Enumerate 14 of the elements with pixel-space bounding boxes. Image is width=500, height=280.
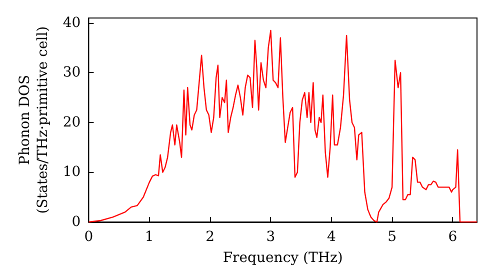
y-tick-label: 40 (62, 14, 81, 31)
x-tick-label: 0 (84, 229, 94, 245)
x-axis-title: Frequency (THz) (222, 250, 343, 266)
y-tick-label: 30 (62, 64, 81, 81)
y-tick-label: 10 (62, 164, 81, 180)
y-axis-title: Phonon DOS (States/THz·primitive cell) (17, 26, 51, 214)
x-tick-label: 6 (448, 229, 458, 245)
x-tick-label: 2 (206, 229, 215, 245)
y-tick-label: 0 (72, 214, 81, 230)
x-tick-label: 4 (326, 229, 336, 245)
x-tick-label: 3 (266, 229, 276, 245)
x-tick-label: 1 (144, 229, 154, 245)
x-tick-label: 5 (388, 229, 397, 245)
y-tick-label: 20 (62, 114, 81, 130)
